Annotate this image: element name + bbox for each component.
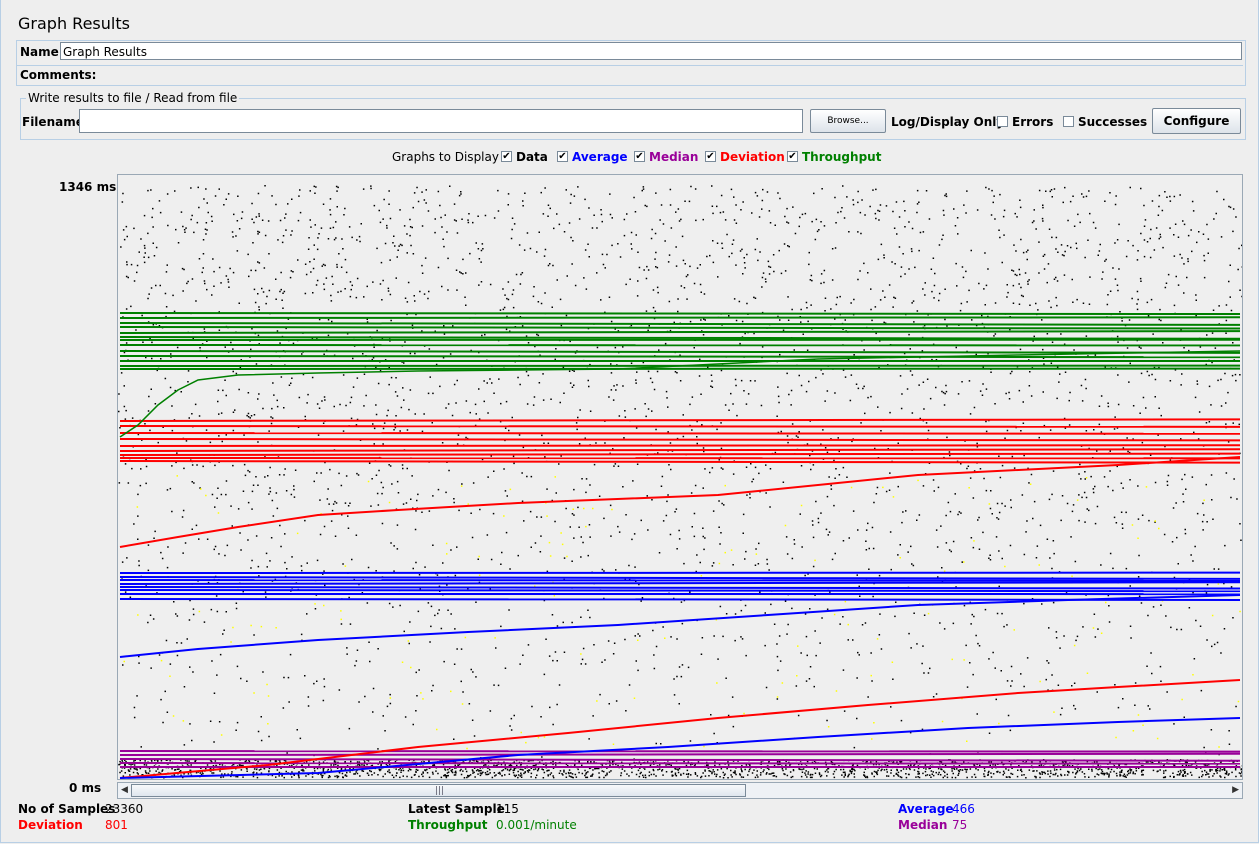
throughput-line	[119, 312, 1241, 316]
deviation-line	[119, 438, 1241, 442]
name-input[interactable]: Graph Results	[60, 42, 1242, 60]
deviation-line	[119, 460, 1241, 464]
deviation-line	[119, 448, 1241, 452]
log-display-label: Log/Display Only:	[891, 115, 1009, 129]
throughput-line	[119, 326, 1241, 330]
throughput-line	[119, 330, 1241, 334]
median-line	[119, 758, 1241, 762]
successes-checkbox[interactable]	[1063, 116, 1074, 127]
average-line	[119, 579, 1241, 582]
errors-label: Errors	[1012, 115, 1054, 129]
successes-label: Successes	[1078, 115, 1148, 129]
filename-input[interactable]	[79, 109, 803, 133]
average-checkbox[interactable]: ✔	[557, 151, 568, 162]
latest-sample-value: 115	[496, 802, 519, 816]
graph-canvas	[118, 185, 1242, 779]
y-max-label: 1346 ms	[59, 180, 117, 194]
scroll-right-icon[interactable]: ▶	[1232, 785, 1239, 795]
deviation-line	[119, 444, 1241, 447]
deviation-line	[119, 452, 1241, 456]
throughput-line	[119, 350, 1241, 354]
average-curve-lower	[119, 717, 1241, 779]
deviation-line	[119, 425, 1241, 428]
scrollbar-thumb[interactable]: |||	[131, 784, 746, 797]
throughput-label: Throughput	[408, 818, 488, 832]
median-option-label: Median	[649, 150, 699, 164]
average-curve	[119, 594, 1241, 658]
average-label: Average	[898, 802, 954, 816]
average-line	[119, 581, 1241, 585]
graphs-to-display-label: Graphs to Display	[392, 150, 499, 164]
deviation-value: 801	[105, 818, 128, 832]
filename-label: Filename	[22, 115, 84, 129]
divider	[17, 65, 1243, 66]
throughput-line	[119, 355, 1241, 359]
file-panel-title: Write results to file / Read from file	[26, 91, 240, 105]
y-min-label: 0 ms	[69, 781, 102, 795]
average-line	[119, 586, 1241, 590]
configure-button[interactable]: Configure	[1152, 108, 1241, 134]
deviation-label: Deviation	[18, 818, 83, 832]
graph-area	[117, 174, 1243, 780]
median-value: 75	[952, 818, 968, 832]
throughput-option-label: Throughput	[802, 150, 882, 164]
file-panel	[20, 98, 1246, 140]
data-option-label: Data	[516, 150, 548, 164]
scroll-left-icon[interactable]: ◀	[121, 785, 128, 795]
average-line	[119, 589, 1241, 593]
average-line	[119, 576, 1241, 580]
data-checkbox[interactable]: ✔	[501, 151, 512, 162]
yellow-points	[123, 475, 1241, 750]
page-title: Graph Results	[18, 14, 130, 33]
deviation-line	[119, 432, 1241, 435]
browse-button[interactable]: Browse...	[810, 109, 886, 133]
deviation-checkbox[interactable]: ✔	[705, 151, 716, 162]
median-label: Median	[898, 818, 948, 832]
samples-value: 23360	[105, 802, 144, 816]
deviation-curve-lower	[119, 679, 1241, 779]
throughput-line	[119, 336, 1241, 340]
median-checkbox[interactable]: ✔	[634, 151, 645, 162]
average-value: 466	[952, 802, 975, 816]
throughput-value: 0.001/minute	[496, 818, 577, 832]
samples-label: No of Samples	[18, 802, 116, 816]
name-label: Name:	[20, 45, 64, 59]
deviation-curve	[119, 456, 1241, 548]
average-option-label: Average	[572, 150, 628, 164]
throughput-line	[119, 322, 1241, 326]
median-line	[119, 752, 1241, 756]
deviation-line	[119, 418, 1241, 422]
throughput-line	[119, 316, 1241, 319]
horizontal-scrollbar[interactable]: ◀ ||| ▶	[117, 782, 1243, 799]
deviation-option-label: Deviation	[720, 150, 785, 164]
throughput-checkbox[interactable]: ✔	[787, 151, 798, 162]
latest-sample-label: Latest Sample	[408, 802, 505, 816]
errors-checkbox[interactable]	[997, 116, 1008, 127]
grip-icon: |||	[435, 786, 445, 796]
median-line	[119, 762, 1241, 765]
median-line	[119, 750, 1241, 753]
comments-label: Comments:	[20, 68, 97, 82]
throughput-curve	[119, 350, 1241, 438]
